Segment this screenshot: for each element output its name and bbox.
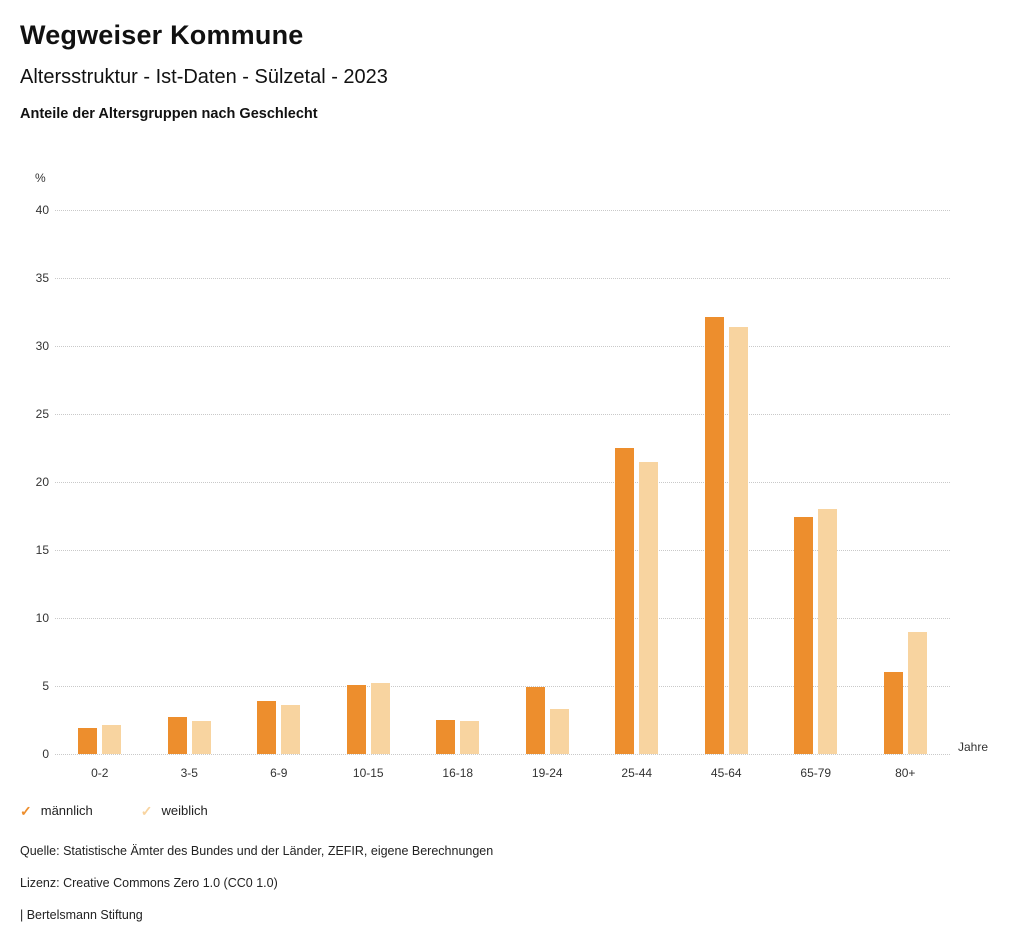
- bar-weiblich-80+: [907, 631, 927, 754]
- check-icon: ✓: [140, 802, 153, 819]
- legend-item-weiblich[interactable]: ✓ weiblich: [141, 803, 208, 818]
- bar-weiblich-19-24: [549, 709, 569, 754]
- bar-weiblich-65-79: [818, 509, 838, 754]
- source-text: Quelle: Statistische Ämter des Bundes un…: [20, 844, 494, 858]
- chart-footer: Quelle: Statistische Ämter des Bundes un…: [20, 844, 493, 940]
- y-tick-label: 20: [35, 475, 49, 489]
- bar-männlich-3-5: [167, 717, 187, 754]
- bar-männlich-6-9: [257, 700, 277, 754]
- y-tick-label: 15: [35, 543, 49, 557]
- bar-männlich-16-18: [436, 720, 456, 754]
- y-tick-label: 25: [35, 407, 49, 421]
- bar-männlich-0-2: [78, 728, 98, 754]
- bar-weiblich-6-9: [281, 705, 301, 754]
- x-tick-label: 45-64: [710, 766, 742, 780]
- chart-subtitle: Altersstruktur - Ist-Daten - Sülzetal - …: [20, 66, 388, 88]
- x-tick-label: 6-9: [270, 766, 288, 780]
- gridline: [55, 346, 950, 347]
- x-tick-label: 65-79: [800, 766, 832, 780]
- chart-heading: Anteile der Altersgruppen nach Geschlech…: [20, 106, 318, 122]
- x-tick-label: 3-5: [180, 766, 198, 780]
- bar-weiblich-3-5: [191, 721, 211, 754]
- gridline: [55, 210, 950, 211]
- gridline: [55, 550, 950, 551]
- bar-männlich-80+: [883, 672, 903, 754]
- y-tick-label: 30: [35, 339, 49, 353]
- x-tick-label: 80+: [895, 766, 916, 780]
- license-text: Lizenz: Creative Commons Zero 1.0 (CC0 1…: [20, 876, 278, 890]
- gridline: [55, 618, 950, 619]
- bar-weiblich-45-64: [728, 326, 748, 754]
- y-axis-unit-label: %: [35, 171, 46, 185]
- bar-männlich-45-64: [704, 317, 724, 754]
- x-axis-unit-label: Jahre: [958, 740, 989, 754]
- x-tick-label: 25-44: [621, 766, 653, 780]
- gridline: [55, 754, 950, 755]
- bar-weiblich-0-2: [102, 725, 122, 754]
- y-tick-label: 5: [42, 679, 49, 693]
- x-tick-label: 0-2: [91, 766, 109, 780]
- y-tick-label: 10: [35, 611, 49, 625]
- plot-area: 0 5 10 15 20 25 30 35 40 0-2 3-5 6-9 10-15 16-18 19-24…: [36, 203, 950, 780]
- check-icon: ✓: [20, 802, 32, 819]
- y-tick-label: 35: [35, 271, 49, 285]
- bar-männlich-25-44: [615, 448, 635, 754]
- y-tick-label: 0: [42, 747, 49, 761]
- gridline: [55, 278, 950, 279]
- bar-männlich-19-24: [525, 687, 545, 754]
- y-tick-label: 40: [35, 203, 49, 217]
- page-title: Wegweiser Kommune: [20, 20, 304, 50]
- bar-männlich-65-79: [794, 517, 814, 754]
- gridline: [55, 414, 950, 415]
- bar-männlich-10-15: [346, 684, 366, 754]
- x-tick-label: 19-24: [531, 766, 563, 780]
- x-tick-label: 10-15: [352, 766, 384, 780]
- bar-weiblich-10-15: [370, 683, 390, 754]
- chart-legend: ✓ männlich ✓ weiblich: [20, 803, 208, 818]
- gridline: [55, 482, 950, 483]
- gridline: [55, 686, 950, 687]
- legend-label: männlich: [40, 803, 93, 818]
- bar-weiblich-16-18: [460, 721, 480, 754]
- legend-item-männlich[interactable]: ✓ männlich: [20, 803, 93, 818]
- attribution-text: | Bertelsmann Stiftung: [20, 908, 143, 922]
- x-tick-label: 16-18: [442, 766, 474, 780]
- bar-weiblich-25-44: [639, 461, 659, 754]
- legend-label: weiblich: [161, 803, 208, 818]
